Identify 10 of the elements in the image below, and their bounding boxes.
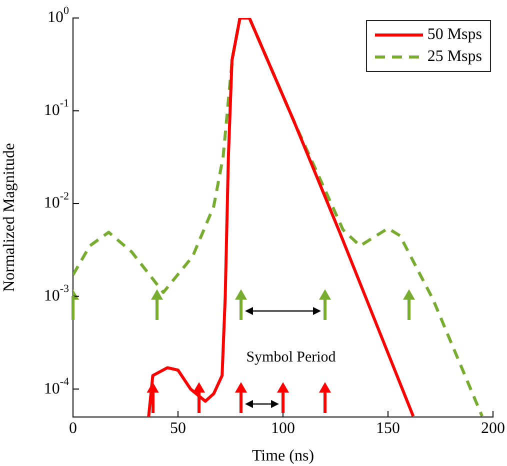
legend-label: 50 Msps	[427, 26, 482, 44]
x-axis-title: Time (ns)	[252, 448, 314, 465]
x-tick-label: 50	[170, 420, 186, 437]
x-tick-label: 0	[69, 420, 77, 437]
legend-label: 25 Msps	[427, 48, 482, 66]
x-tick-label: 100	[271, 420, 295, 437]
y-axis-title: Normalized Magnitude	[0, 143, 18, 292]
x-tick-label: 200	[481, 420, 505, 437]
annotation: Symbol Period	[246, 349, 336, 366]
x-tick-label: 150	[376, 420, 400, 437]
